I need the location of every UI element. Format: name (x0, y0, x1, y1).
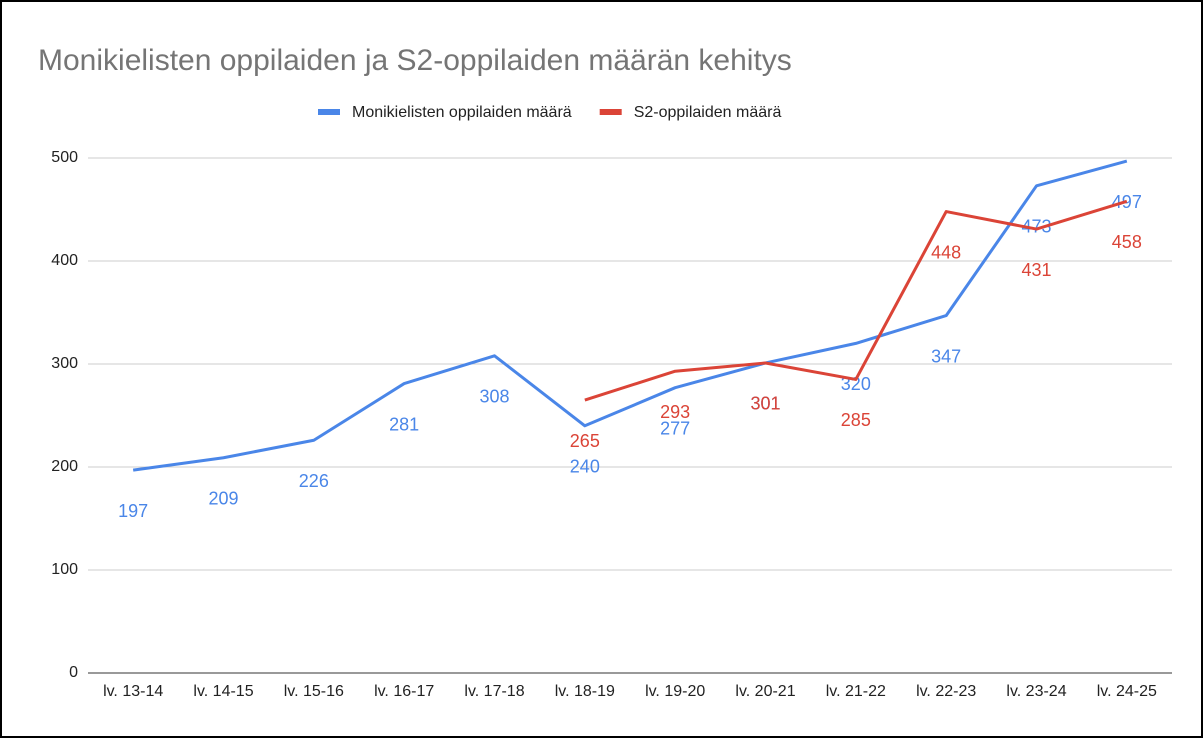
data-label: 301 (750, 394, 780, 414)
x-tick-label: lv. 18-19 (555, 683, 615, 700)
data-label: 281 (389, 414, 419, 434)
data-label: 431 (1021, 260, 1051, 280)
data-label: 277 (660, 418, 690, 438)
data-label: 347 (931, 346, 961, 366)
series-line (584, 199, 1128, 402)
x-tick-label: lv. 20-21 (735, 683, 795, 700)
data-label: 301 (750, 394, 780, 414)
x-tick-label: lv. 13-14 (103, 683, 163, 700)
data-label: 209 (208, 488, 238, 508)
x-tick-label: lv. 15-16 (284, 683, 344, 700)
x-tick-label: lv. 21-22 (826, 683, 886, 700)
series-line (132, 159, 1128, 472)
x-tick-label: lv. 23-24 (1006, 683, 1066, 700)
x-tick-label: lv. 17-18 (464, 683, 524, 700)
x-tick-label: lv. 19-20 (645, 683, 705, 700)
legend-swatch (599, 109, 622, 115)
legend-label: S2-oppilaiden määrä (634, 104, 782, 121)
x-tick-label: lv. 22-23 (916, 683, 976, 700)
chart-title: Monikielisten oppilaiden ja S2-oppilaide… (38, 44, 792, 77)
y-tick-label: 0 (69, 664, 78, 681)
data-label: 458 (1112, 232, 1142, 252)
y-tick-label: 300 (51, 355, 78, 372)
data-label: 265 (570, 431, 600, 451)
data-label: 285 (841, 410, 871, 430)
data-label: 473 (1021, 217, 1051, 237)
x-tick-label: lv. 16-17 (374, 683, 434, 700)
x-tick-label: lv. 24-25 (1097, 683, 1157, 700)
x-tick-label: lv. 14-15 (193, 683, 253, 700)
y-tick-label: 500 (51, 149, 78, 166)
data-label: 226 (299, 471, 329, 491)
data-label: 448 (931, 242, 961, 262)
y-tick-label: 100 (51, 561, 78, 578)
data-label: 308 (479, 387, 509, 407)
data-label: 240 (570, 457, 600, 477)
y-tick-label: 400 (51, 252, 78, 269)
data-label: 293 (660, 402, 690, 422)
legend-swatch (318, 109, 340, 115)
y-tick-label: 200 (51, 458, 78, 475)
legend-label: Monikielisten oppilaiden määrä (352, 104, 572, 121)
data-label: 197 (118, 501, 148, 521)
